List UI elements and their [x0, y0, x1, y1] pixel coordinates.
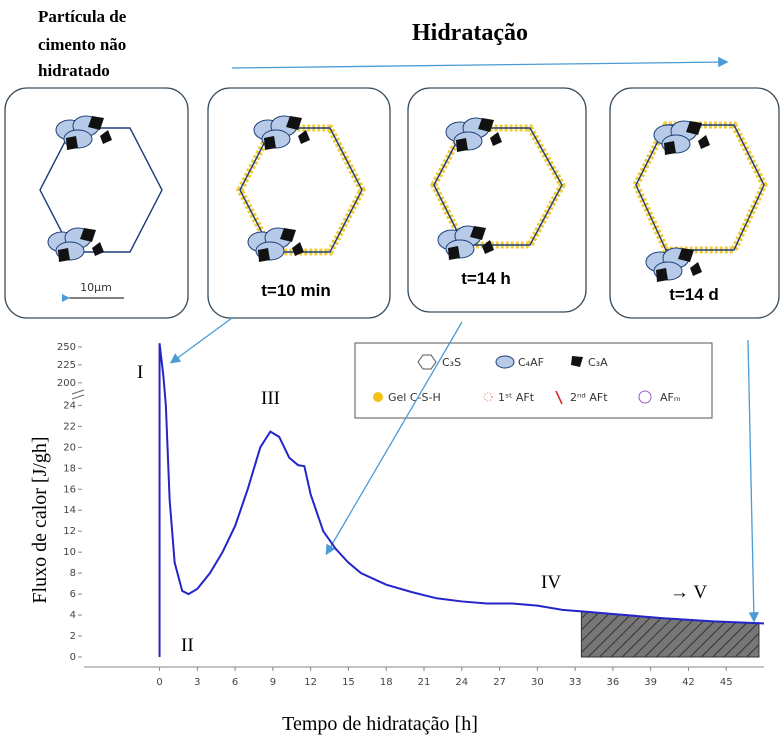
- y-tick-label: 22: [63, 421, 76, 432]
- y-tick-label: 225: [57, 360, 76, 371]
- y-tick-label: 200: [57, 378, 76, 389]
- left-label: Partícula de: [38, 7, 127, 26]
- x-tick-label: 30: [531, 677, 544, 688]
- y-tick-label: 8: [70, 568, 76, 579]
- left-label: cimento não: [38, 35, 126, 54]
- panel-label: t=10 min: [261, 281, 330, 300]
- x-tick-label: 6: [232, 677, 238, 688]
- legend-label: C₃A: [588, 356, 608, 369]
- x-tick-label: 42: [682, 677, 695, 688]
- annotation: → V: [670, 582, 707, 603]
- legend-label: 2ⁿᵈ AFt: [570, 391, 608, 404]
- figure: Partícula de cimento não hidratado Hidra…: [0, 0, 784, 742]
- x-axis-title: Tempo de hidratação [h]: [282, 713, 478, 735]
- y-tick-label: 12: [63, 526, 76, 537]
- panel-label: t=14 h: [461, 269, 511, 288]
- panel-label: t=14 d: [669, 285, 719, 304]
- y-tick-label: 14: [63, 505, 76, 516]
- panel-0: 10µm: [5, 88, 188, 318]
- legend-label: C₃S: [442, 356, 461, 369]
- x-tick-label: 24: [455, 677, 468, 688]
- legend-label: Gel C-S-H: [388, 391, 441, 404]
- axis-break: [72, 390, 84, 399]
- x-tick-label: 21: [418, 677, 431, 688]
- x-tick-label: 12: [304, 677, 317, 688]
- x-tick-label: 27: [493, 677, 506, 688]
- y-tick-label: 2: [70, 631, 76, 642]
- x-tick-label: 3: [194, 677, 200, 688]
- x-tick-label: 36: [607, 677, 620, 688]
- y-tick-label: 4: [70, 610, 76, 621]
- annotation: III: [261, 388, 280, 409]
- y-tick-label: 10: [63, 547, 76, 558]
- y-tick-label: 250: [57, 342, 76, 353]
- y-tick-label: 20: [63, 442, 76, 453]
- legend-label: AFₘ: [660, 391, 681, 404]
- y-tick-label: 16: [63, 484, 76, 495]
- pointer: [172, 318, 232, 362]
- title: Hidratação: [412, 20, 528, 46]
- x-tick-label: 0: [156, 677, 162, 688]
- annotation: IV: [541, 572, 561, 593]
- hydration-arrow: [232, 62, 726, 68]
- y-tick-label: 24: [63, 400, 76, 411]
- left-label: hidratado: [38, 61, 110, 80]
- panel-3: t=14 d: [610, 88, 779, 318]
- y-tick-label: 0: [70, 652, 76, 663]
- scale-bar: 10µm: [80, 281, 112, 294]
- x-tick-label: 9: [270, 677, 276, 688]
- legend-label: 1ˢᵗ AFt: [498, 391, 535, 404]
- panel-1: t=10 min: [208, 88, 390, 318]
- annotation: II: [181, 635, 194, 656]
- x-tick-label: 39: [644, 677, 657, 688]
- legend: C₃S C₄AF C₃A Gel C-S-H 1ˢᵗ AFt 2ⁿᵈ AFt A…: [355, 343, 712, 418]
- x-tick-label: 45: [720, 677, 733, 688]
- legend-label: C₄AF: [518, 356, 544, 369]
- panel-2: t=14 h: [408, 88, 586, 312]
- x-tick-label: 33: [569, 677, 582, 688]
- x-tick-label: 18: [380, 677, 393, 688]
- y-tick-label: 18: [63, 463, 76, 474]
- y-axis-title: Fluxo de calor [J/gh]: [29, 436, 51, 603]
- pointer: [748, 340, 754, 620]
- x-tick-label: 15: [342, 677, 355, 688]
- y-tick-label: 6: [70, 589, 76, 600]
- annotation: I: [137, 362, 143, 383]
